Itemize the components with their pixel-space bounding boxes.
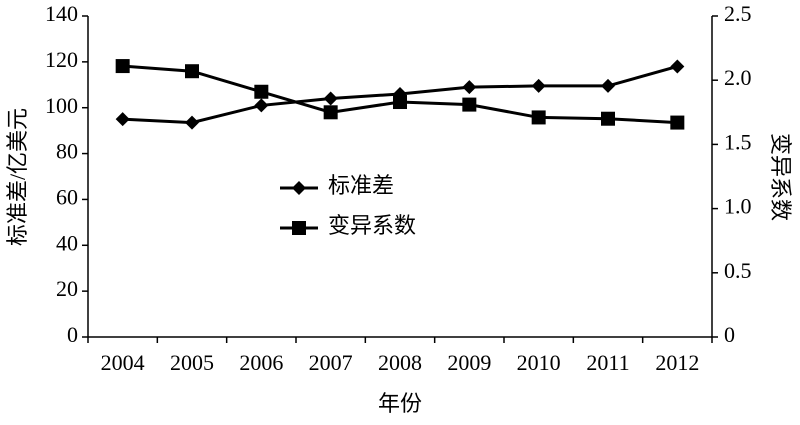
marker — [323, 91, 338, 106]
marker — [601, 78, 615, 93]
marker — [115, 112, 130, 127]
y2-tick-label: 0.5 — [724, 258, 752, 283]
y-tick-label: 80 — [56, 139, 78, 164]
legend-label: 变异系数 — [328, 213, 416, 238]
y2-tick-label: 0 — [724, 322, 735, 347]
marker — [601, 111, 615, 126]
y-tick-label: 20 — [56, 276, 78, 301]
y2-tick-label: 2.0 — [724, 65, 752, 90]
marker — [462, 80, 477, 95]
y-tick-label: 60 — [56, 184, 78, 209]
y-axis-title: 标准差/亿美元 — [5, 108, 30, 246]
marker — [531, 78, 546, 93]
legend-label: 标准差 — [328, 173, 394, 198]
x-tick-label: 2007 — [309, 350, 353, 375]
y-tick-label: 40 — [56, 230, 78, 255]
marker — [185, 64, 199, 79]
y2-tick-label: 1.0 — [724, 194, 752, 219]
x-tick-label: 2009 — [447, 350, 491, 375]
marker — [462, 97, 477, 112]
marker — [254, 98, 269, 113]
x-tick-label: 2004 — [101, 350, 145, 375]
y2-tick-label: 1.5 — [724, 129, 752, 154]
marker — [185, 115, 199, 130]
y-tick-label: 0 — [67, 322, 78, 347]
y2-axis-title: 变异系数 — [768, 133, 793, 221]
marker — [531, 110, 546, 125]
x-tick-label: 2011 — [586, 350, 629, 375]
y-tick-label: 100 — [45, 93, 78, 118]
x-tick-label: 2005 — [170, 350, 214, 375]
marker — [670, 115, 685, 130]
marker — [393, 95, 407, 110]
x-axis-title: 年份 — [378, 391, 422, 416]
x-tick-label: 2012 — [655, 350, 699, 375]
x-tick-label: 2008 — [378, 350, 422, 375]
y-tick-label: 140 — [45, 1, 78, 26]
legend-marker — [292, 221, 306, 235]
legend-marker — [292, 181, 306, 195]
x-tick-label: 2010 — [517, 350, 561, 375]
y-tick-label: 120 — [45, 47, 78, 72]
y2-tick-label: 2.5 — [724, 1, 752, 26]
marker — [323, 105, 338, 120]
x-tick-label: 2006 — [239, 350, 283, 375]
marker — [254, 84, 269, 99]
marker — [115, 59, 130, 74]
marker — [670, 59, 685, 74]
